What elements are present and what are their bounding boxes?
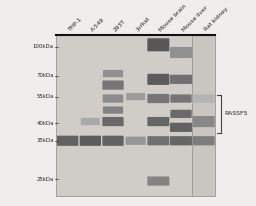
FancyBboxPatch shape	[193, 94, 215, 103]
FancyBboxPatch shape	[147, 38, 169, 51]
Text: 70kDa: 70kDa	[36, 73, 54, 78]
Text: 40kDa: 40kDa	[36, 121, 54, 126]
FancyBboxPatch shape	[147, 117, 169, 126]
FancyBboxPatch shape	[147, 74, 169, 85]
FancyBboxPatch shape	[102, 136, 124, 146]
FancyBboxPatch shape	[103, 70, 123, 77]
FancyBboxPatch shape	[193, 136, 215, 145]
Text: 35kDa: 35kDa	[36, 138, 54, 143]
FancyBboxPatch shape	[170, 136, 192, 145]
Text: 55kDa: 55kDa	[36, 94, 54, 99]
FancyBboxPatch shape	[80, 136, 101, 146]
FancyBboxPatch shape	[126, 137, 146, 145]
FancyBboxPatch shape	[103, 107, 123, 114]
Text: Jurkat: Jurkat	[136, 17, 151, 32]
FancyBboxPatch shape	[170, 123, 192, 132]
FancyBboxPatch shape	[170, 47, 192, 58]
Text: A-549: A-549	[90, 17, 106, 32]
FancyBboxPatch shape	[126, 93, 145, 100]
FancyBboxPatch shape	[102, 81, 124, 90]
FancyBboxPatch shape	[147, 94, 169, 103]
Text: RASSF5: RASSF5	[225, 111, 248, 116]
FancyBboxPatch shape	[170, 110, 192, 118]
Text: 293T: 293T	[113, 18, 127, 32]
FancyBboxPatch shape	[170, 75, 192, 84]
Text: Rat kidney: Rat kidney	[204, 7, 229, 32]
FancyBboxPatch shape	[57, 136, 78, 146]
FancyBboxPatch shape	[103, 94, 123, 103]
FancyBboxPatch shape	[147, 136, 169, 145]
Text: 25kDa: 25kDa	[36, 177, 54, 182]
Text: Mouse brain: Mouse brain	[158, 3, 188, 32]
FancyBboxPatch shape	[81, 118, 100, 125]
Bar	[192, 35, 215, 196]
FancyBboxPatch shape	[193, 116, 215, 127]
Text: 100kDa: 100kDa	[33, 44, 54, 49]
FancyBboxPatch shape	[102, 117, 124, 126]
Text: Mouse liver: Mouse liver	[181, 5, 209, 32]
FancyBboxPatch shape	[147, 177, 169, 186]
Text: THP-1: THP-1	[68, 17, 83, 32]
FancyBboxPatch shape	[170, 94, 192, 103]
Bar	[56, 35, 215, 196]
